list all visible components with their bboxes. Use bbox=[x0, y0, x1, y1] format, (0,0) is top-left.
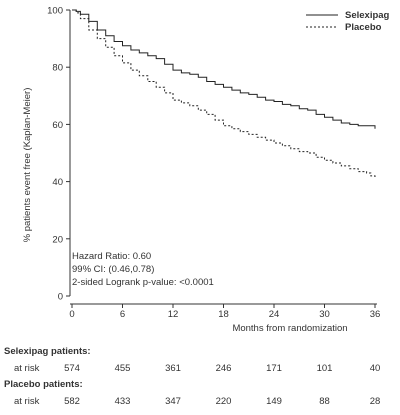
x-tick-label: 12 bbox=[168, 309, 179, 320]
y-tick-label: 60 bbox=[52, 120, 63, 131]
p-value-text: 2-sided Logrank p-value: <0.0001 bbox=[72, 277, 214, 288]
x-tick-label: 0 bbox=[69, 309, 74, 320]
legend-label-placebo: Placebo bbox=[345, 22, 382, 33]
y-tick-label: 0 bbox=[58, 292, 63, 303]
risk-value: 28 bbox=[370, 396, 381, 407]
y-axis-title: % patients event free (Kaplan-Meier) bbox=[22, 88, 33, 243]
risk-value: 220 bbox=[216, 396, 232, 407]
legend: Selexipag Placebo bbox=[306, 10, 390, 33]
series-line-selexipag bbox=[72, 9, 376, 129]
statistics-annotation: Hazard Ratio: 0.60 99% CI: (0.46,0.78) 2… bbox=[72, 251, 214, 288]
x-tick-label: 30 bbox=[319, 309, 330, 320]
risk-row-label-selexipag: at risk bbox=[14, 363, 40, 374]
risk-value: 574 bbox=[64, 363, 80, 374]
risk-value: 101 bbox=[317, 363, 333, 374]
x-tick-label: 18 bbox=[218, 309, 229, 320]
y-tick-label: 40 bbox=[52, 177, 63, 188]
risk-value: 433 bbox=[115, 396, 131, 407]
y-tick-label: 100 bbox=[47, 6, 63, 17]
x-tick-label: 6 bbox=[120, 309, 125, 320]
risk-value: 40 bbox=[370, 363, 381, 374]
y-ticks: 0 20 40 60 80 100 bbox=[47, 6, 70, 303]
y-tick-label: 80 bbox=[52, 63, 63, 74]
risk-row-values-placebo: 582 433 347 220 149 88 28 bbox=[64, 396, 380, 407]
legend-label-selexipag: Selexipag bbox=[345, 10, 390, 21]
risk-value: 347 bbox=[165, 396, 181, 407]
risk-table: Selexipag patients: at risk 574 455 361 246… bbox=[4, 346, 380, 407]
risk-value: 171 bbox=[266, 363, 282, 374]
y-tick-label: 20 bbox=[52, 234, 63, 245]
risk-row-values-selexipag: 574 455 361 246 171 101 40 bbox=[64, 363, 380, 374]
hazard-ratio-text: Hazard Ratio: 0.60 bbox=[72, 251, 151, 262]
risk-row-label-placebo: at risk bbox=[14, 396, 40, 407]
risk-group-title-selexipag: Selexipag patients: bbox=[4, 346, 91, 357]
risk-value: 582 bbox=[64, 396, 80, 407]
risk-value: 455 bbox=[115, 363, 131, 374]
series-group bbox=[72, 9, 376, 179]
x-tick-label: 36 bbox=[370, 309, 381, 320]
risk-value: 246 bbox=[216, 363, 232, 374]
risk-value: 149 bbox=[266, 396, 282, 407]
x-ticks: 0 6 12 18 24 30 36 bbox=[69, 304, 380, 320]
series-line-placebo bbox=[72, 9, 376, 179]
risk-value: 88 bbox=[319, 396, 330, 407]
confidence-interval-text: 99% CI: (0.46,0.78) bbox=[72, 264, 154, 275]
x-tick-label: 24 bbox=[269, 309, 280, 320]
risk-value: 361 bbox=[165, 363, 181, 374]
x-axis-title: Months from randomization bbox=[232, 323, 347, 334]
risk-group-title-placebo: Placebo patients: bbox=[4, 379, 83, 390]
